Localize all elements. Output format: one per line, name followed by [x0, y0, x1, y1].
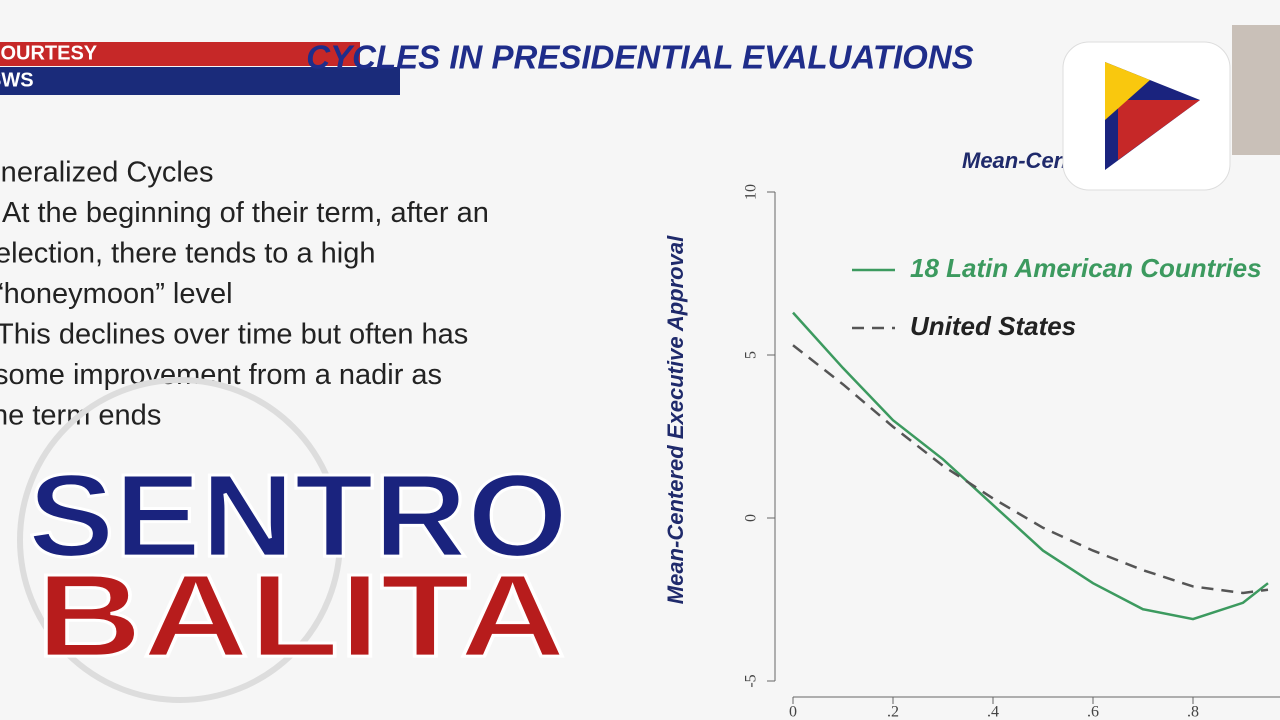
bullet-line: This declines over time but often has	[0, 319, 468, 351]
courtesy-source: SWS	[0, 69, 34, 91]
slide-title: CYCLES IN PRESIDENTIAL EVALUATIONS	[306, 39, 973, 76]
bullet-list: Generalized Cycles At the beginning of th…	[0, 157, 489, 432]
y-tick-label: 5	[743, 351, 760, 359]
x-tick-label: .4	[987, 704, 999, 720]
legend-label: 18 Latin American Countries	[910, 253, 1262, 283]
globe-watermark	[17, 377, 343, 703]
bullet-line: At the beginning of their term, after an	[2, 197, 489, 229]
legend-label: United States	[910, 311, 1076, 341]
logo-triangle-yellow	[1105, 62, 1150, 120]
courtesy-bar-blue	[0, 67, 400, 95]
bullet-line: election, there tends to a high	[0, 238, 375, 270]
logo-triangle-red	[1118, 100, 1200, 160]
y-tick-label: 0	[743, 514, 760, 522]
y-axis-label: Mean-Centered Executive Approval	[663, 235, 688, 604]
x-tick-label: 0	[789, 704, 797, 720]
bullet-line: “honeymoon” level	[0, 278, 233, 310]
bullet-line: Generalized Cycles	[0, 157, 213, 189]
y-tick-label: -5	[743, 674, 760, 687]
series-line	[792, 344, 1269, 595]
x-tick-label: .8	[1187, 704, 1199, 720]
show-title-top: SENTRO	[28, 450, 568, 582]
x-tick-label: .6	[1087, 704, 1099, 720]
series-line	[792, 311, 1269, 621]
show-title-bottom: BALITA	[36, 550, 566, 682]
speaker-video	[1232, 25, 1280, 155]
y-tick-label: 10	[743, 184, 760, 200]
courtesy-label: COURTESY	[0, 42, 98, 64]
courtesy-bar-red	[0, 42, 360, 66]
x-tick-label: .2	[887, 704, 899, 720]
